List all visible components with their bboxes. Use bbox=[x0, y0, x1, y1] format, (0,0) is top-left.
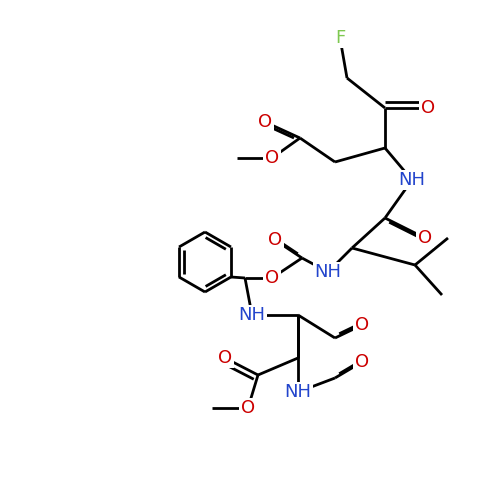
Text: O: O bbox=[421, 99, 435, 117]
Text: O: O bbox=[265, 149, 279, 167]
Text: O: O bbox=[258, 113, 272, 131]
Text: O: O bbox=[355, 353, 369, 371]
Text: NH: NH bbox=[398, 171, 425, 189]
Text: NH: NH bbox=[314, 263, 342, 281]
Text: O: O bbox=[241, 399, 255, 417]
Text: NH: NH bbox=[284, 383, 312, 401]
Text: O: O bbox=[265, 269, 279, 287]
Text: O: O bbox=[355, 316, 369, 334]
Text: O: O bbox=[418, 229, 432, 247]
Text: O: O bbox=[218, 349, 232, 367]
Text: F: F bbox=[335, 29, 345, 47]
Text: O: O bbox=[268, 231, 282, 249]
Text: NH: NH bbox=[238, 306, 266, 324]
